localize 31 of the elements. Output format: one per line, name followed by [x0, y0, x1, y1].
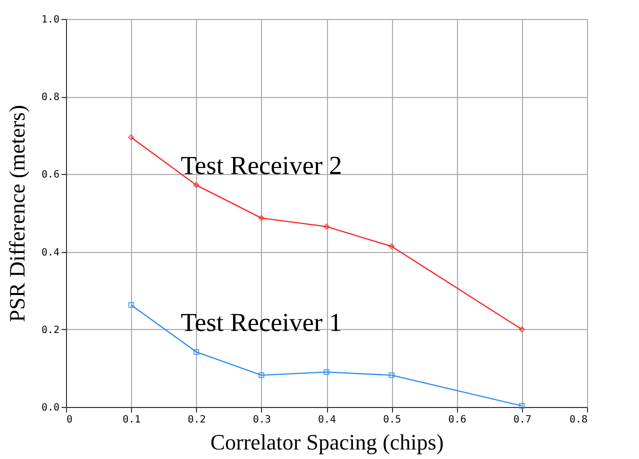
x-tick-label: 0.7 [513, 414, 532, 426]
point [193, 348, 200, 355]
point [128, 302, 134, 308]
x-tick-label: 0.6 [448, 414, 466, 426]
x-tick-label: 0 [66, 414, 73, 426]
point [518, 402, 525, 409]
series-label: Test Receiver 1 [180, 308, 342, 338]
y-tick-label: 0.6 [41, 170, 60, 181]
x-tick-label: 0.3 [252, 414, 271, 426]
y-tick-label: 0.2 [41, 324, 60, 336]
point [518, 326, 525, 332]
series-label: Test Receiver 2 [180, 151, 342, 180]
point [258, 372, 264, 378]
y-tick-label: 0.8 [41, 92, 60, 104]
x-tick-label: 0.2 [188, 414, 206, 426]
x-tick-label: 0.8 [569, 414, 588, 426]
y-tick-label: 0.4 [41, 247, 60, 258]
point [324, 224, 330, 230]
point [388, 372, 395, 378]
point [128, 134, 134, 140]
x-tick-label: 0.1 [122, 414, 141, 426]
point [324, 369, 330, 376]
point [258, 215, 264, 221]
y-tick-label: 0.0 [41, 402, 60, 414]
x-axis-title: Correlator Spacing (chips) [210, 430, 444, 454]
y-axis-title: PSR Difference (meters) [4, 104, 30, 322]
y-tick-label: 1.0 [41, 14, 60, 26]
x-tick-label: 0.5 [383, 414, 402, 426]
point [193, 182, 200, 188]
x-tick-label: 0.4 [318, 414, 336, 426]
point [388, 243, 395, 250]
